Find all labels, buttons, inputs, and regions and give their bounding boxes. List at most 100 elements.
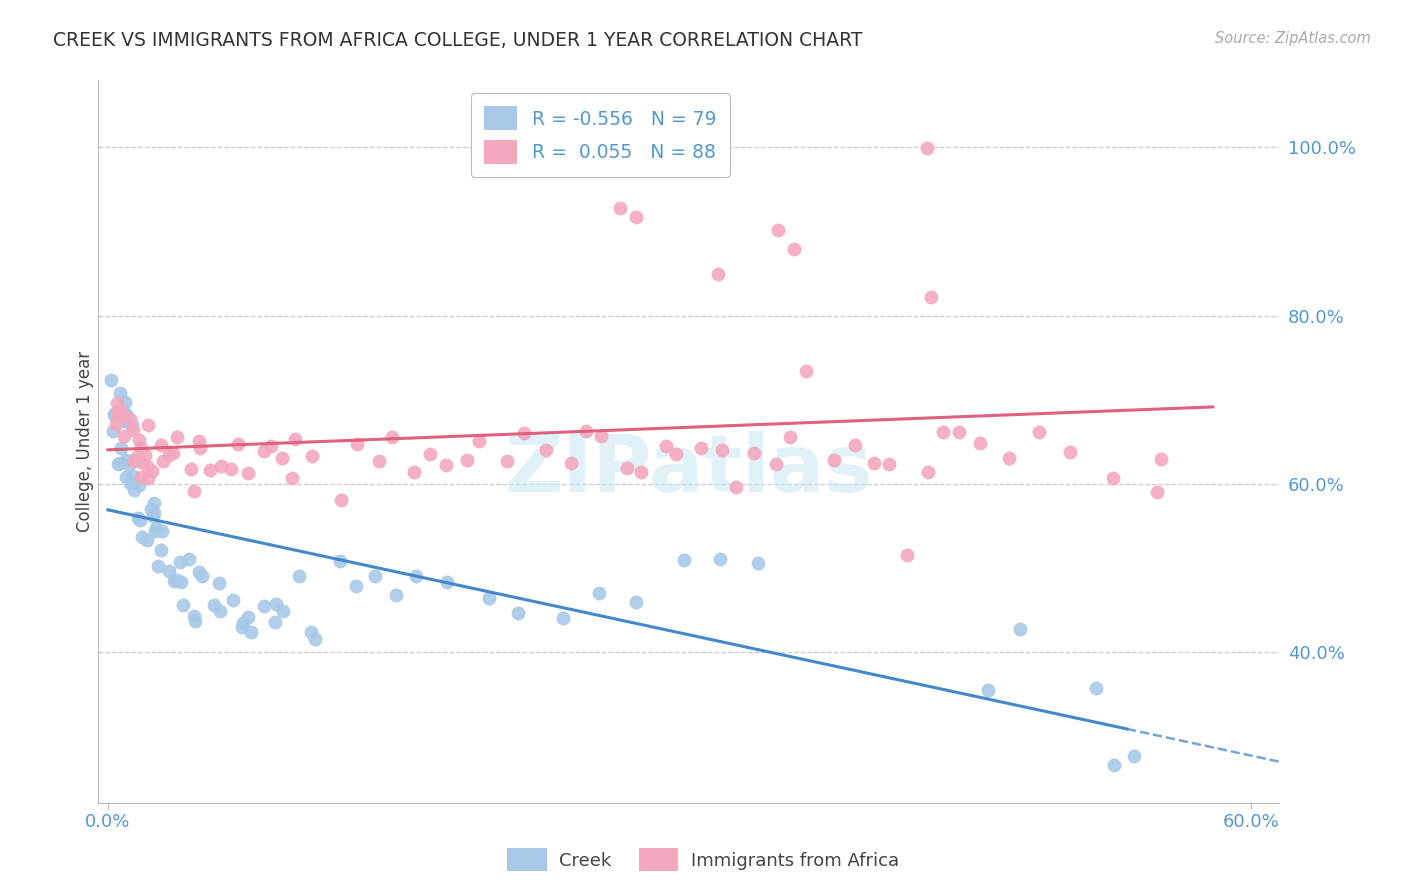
Point bbox=[115, 415, 138, 429]
Point bbox=[281, 471, 304, 485]
Point bbox=[742, 446, 765, 460]
Point bbox=[134, 448, 156, 462]
Point bbox=[124, 483, 146, 497]
Point bbox=[624, 210, 647, 224]
Point bbox=[107, 458, 129, 472]
Point bbox=[152, 453, 174, 467]
Point bbox=[209, 459, 232, 474]
Point bbox=[915, 141, 938, 155]
Point bbox=[179, 552, 201, 566]
Point bbox=[183, 483, 205, 498]
Point bbox=[253, 599, 276, 613]
Point bbox=[283, 432, 305, 446]
Point bbox=[931, 425, 953, 439]
Point bbox=[208, 604, 231, 618]
Point bbox=[534, 442, 557, 457]
Point bbox=[170, 574, 193, 589]
Point bbox=[115, 407, 138, 421]
Point bbox=[299, 624, 322, 639]
Point bbox=[560, 456, 582, 470]
Point bbox=[103, 424, 125, 438]
Point bbox=[115, 453, 138, 467]
Point bbox=[969, 435, 991, 450]
Point bbox=[105, 417, 128, 431]
Y-axis label: College, Under 1 year: College, Under 1 year bbox=[76, 351, 94, 533]
Point bbox=[575, 424, 598, 438]
Point bbox=[626, 594, 648, 608]
Point bbox=[115, 469, 138, 483]
Point bbox=[184, 614, 207, 628]
Point bbox=[1102, 471, 1125, 485]
Point bbox=[239, 625, 262, 640]
Point bbox=[219, 462, 242, 476]
Point bbox=[977, 682, 1000, 697]
Point bbox=[879, 457, 901, 471]
Point bbox=[150, 524, 173, 538]
Point bbox=[252, 444, 274, 458]
Point bbox=[1085, 681, 1108, 695]
Point bbox=[920, 290, 942, 304]
Point bbox=[222, 593, 245, 607]
Point bbox=[107, 409, 129, 424]
Point bbox=[402, 465, 425, 479]
Point bbox=[149, 542, 172, 557]
Point bbox=[1102, 758, 1125, 772]
Point bbox=[188, 434, 211, 448]
Point bbox=[191, 568, 214, 582]
Point bbox=[157, 448, 180, 462]
Point bbox=[190, 441, 212, 455]
Point bbox=[344, 579, 367, 593]
Point bbox=[139, 502, 162, 516]
Point bbox=[724, 480, 747, 494]
Point bbox=[236, 466, 259, 480]
Point bbox=[146, 558, 169, 573]
Point bbox=[456, 452, 478, 467]
Point bbox=[794, 364, 817, 378]
Point bbox=[1028, 425, 1050, 439]
Point bbox=[129, 513, 152, 527]
Point bbox=[823, 452, 845, 467]
Point bbox=[183, 608, 205, 623]
Point bbox=[135, 458, 157, 473]
Point bbox=[768, 223, 790, 237]
Point bbox=[346, 437, 368, 451]
Point bbox=[131, 530, 153, 544]
Point bbox=[380, 430, 402, 444]
Point bbox=[150, 438, 173, 452]
Point bbox=[120, 476, 142, 491]
Point bbox=[108, 386, 131, 401]
Point bbox=[655, 439, 678, 453]
Point bbox=[122, 423, 145, 437]
Text: CREEK VS IMMIGRANTS FROM AFRICA COLLEGE, UNDER 1 YEAR CORRELATION CHART: CREEK VS IMMIGRANTS FROM AFRICA COLLEGE,… bbox=[53, 31, 863, 50]
Point bbox=[609, 202, 631, 216]
Point bbox=[142, 496, 165, 510]
Point bbox=[896, 548, 918, 562]
Point bbox=[124, 454, 146, 468]
Point bbox=[689, 441, 711, 455]
Point bbox=[111, 413, 134, 427]
Point bbox=[672, 553, 695, 567]
Point bbox=[143, 524, 166, 538]
Point bbox=[100, 373, 122, 387]
Point bbox=[779, 430, 801, 444]
Point bbox=[260, 439, 283, 453]
Point bbox=[131, 454, 153, 468]
Point bbox=[128, 434, 150, 448]
Point bbox=[765, 458, 787, 472]
Point bbox=[141, 464, 163, 478]
Point bbox=[208, 576, 231, 591]
Point bbox=[551, 611, 574, 625]
Point bbox=[118, 458, 141, 473]
Point bbox=[783, 242, 806, 256]
Point bbox=[385, 588, 408, 602]
Point bbox=[665, 446, 688, 460]
Point bbox=[1122, 749, 1144, 764]
Point bbox=[105, 395, 128, 409]
Point bbox=[110, 456, 132, 470]
Point bbox=[330, 492, 353, 507]
Point bbox=[588, 585, 610, 599]
Point bbox=[136, 417, 159, 432]
Point bbox=[1059, 444, 1081, 458]
Point bbox=[747, 556, 769, 570]
Point bbox=[180, 461, 202, 475]
